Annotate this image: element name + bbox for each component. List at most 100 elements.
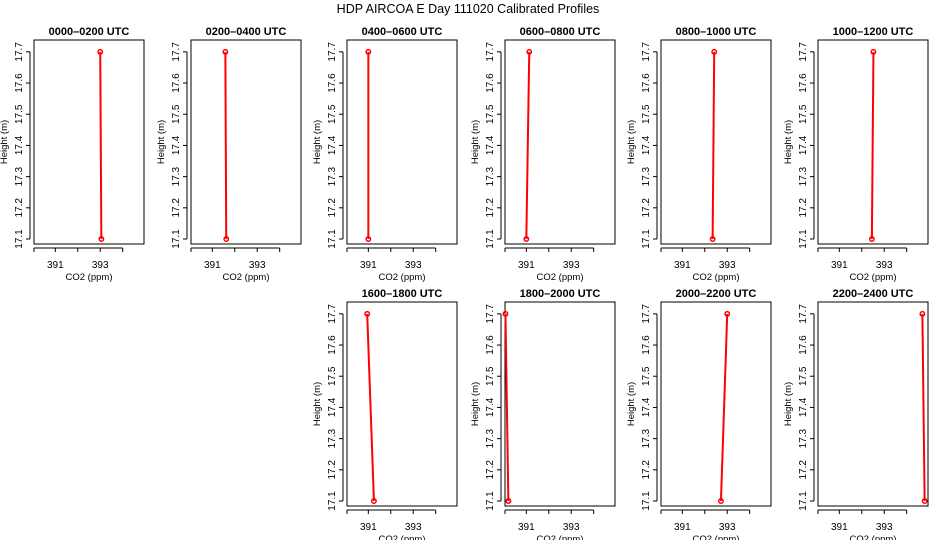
- y-tick-label: 17.4: [171, 135, 182, 155]
- y-tick-label: 17.5: [14, 104, 25, 124]
- y-tick-label: 17.6: [798, 73, 809, 93]
- profile-point: [709, 236, 716, 242]
- y-tick-label: 17.2: [327, 460, 338, 480]
- x-tick-label: 391: [518, 522, 535, 533]
- profile-point: [870, 48, 877, 55]
- profile-point: [502, 310, 509, 317]
- panel-title: 0400–0600 UTC: [362, 26, 443, 38]
- profile-point: [98, 236, 105, 242]
- y-tick-label: 17.6: [641, 335, 652, 355]
- y-tick-label: 17.1: [171, 229, 182, 249]
- y-tick-label: 17.2: [641, 460, 652, 480]
- x-tick-label: 393: [719, 260, 736, 271]
- profile-line: [921, 313, 926, 502]
- y-axis-label: Height (m): [783, 120, 794, 164]
- y-tick-label: 17.5: [327, 366, 338, 386]
- profile-point: [365, 236, 372, 242]
- y-tick-label: 17.6: [14, 73, 25, 93]
- panel-title: 0200–0400 UTC: [206, 26, 287, 38]
- x-axis-label: CO2 (ppm): [379, 534, 426, 540]
- y-tick-label: 17.1: [641, 229, 652, 249]
- x-axis-label: CO2 (ppm): [693, 534, 740, 540]
- plot-frame: [504, 39, 616, 245]
- y-tick-label: 17.5: [798, 104, 809, 124]
- y-tick-label: 17.6: [485, 73, 496, 93]
- profile-point: [919, 310, 926, 317]
- x-axis-label: CO2 (ppm): [850, 272, 897, 283]
- y-tick-label: 17.5: [171, 104, 182, 124]
- y-tick-label: 17.7: [485, 42, 496, 62]
- y-tick-label: 17.6: [327, 335, 338, 355]
- x-axis-label: CO2 (ppm): [693, 272, 740, 283]
- y-tick-label: 17.3: [641, 428, 652, 448]
- profile-point: [97, 48, 104, 55]
- x-tick-label: 393: [92, 260, 109, 271]
- y-tick-label: 17.1: [641, 491, 652, 511]
- y-tick-label: 17.7: [641, 42, 652, 62]
- y-tick-label: 17.2: [171, 198, 182, 218]
- x-tick-label: 391: [47, 260, 64, 271]
- panel-title: 0000–0200 UTC: [49, 26, 130, 38]
- plot-frame: [190, 39, 302, 245]
- profile-line: [719, 313, 729, 502]
- y-tick-label: 17.2: [798, 460, 809, 480]
- profile-point: [711, 48, 718, 55]
- y-tick-label: 17.7: [14, 42, 25, 62]
- plot-frame: [660, 39, 772, 245]
- y-tick-label: 17.5: [798, 366, 809, 386]
- x-tick-label: 391: [360, 522, 377, 533]
- y-tick-label: 17.4: [485, 397, 496, 417]
- profile-line: [870, 51, 875, 240]
- y-tick-label: 17.3: [641, 166, 652, 186]
- y-axis-label: Height (m): [0, 120, 10, 164]
- y-tick-label: 17.7: [171, 42, 182, 62]
- y-tick-label: 17.6: [485, 335, 496, 355]
- plot-frame: [660, 301, 772, 507]
- profile-point: [222, 48, 229, 55]
- y-tick-label: 17.4: [485, 135, 496, 155]
- y-axis-label: Height (m): [156, 120, 167, 164]
- profile-line: [99, 51, 103, 240]
- y-tick-label: 17.5: [485, 104, 496, 124]
- y-tick-label: 17.2: [485, 460, 496, 480]
- x-tick-label: 393: [719, 522, 736, 533]
- panel-title: 0600–0800 UTC: [520, 26, 601, 38]
- y-axis-label: Height (m): [626, 382, 637, 426]
- x-tick-label: 393: [876, 522, 893, 533]
- profile-point: [717, 498, 724, 504]
- y-tick-label: 17.5: [641, 366, 652, 386]
- y-tick-label: 17.3: [171, 166, 182, 186]
- y-tick-label: 17.1: [485, 229, 496, 249]
- x-tick-label: 393: [563, 522, 580, 533]
- x-tick-label: 391: [518, 260, 535, 271]
- x-tick-label: 391: [360, 260, 377, 271]
- y-tick-label: 17.6: [171, 73, 182, 93]
- profile-point: [365, 48, 372, 55]
- x-tick-label: 393: [876, 260, 893, 271]
- panel-title: 1600–1800 UTC: [362, 288, 443, 300]
- y-tick-label: 17.3: [14, 166, 25, 186]
- y-tick-label: 17.2: [485, 198, 496, 218]
- y-tick-label: 17.3: [485, 166, 496, 186]
- y-tick-label: 17.1: [327, 491, 338, 511]
- y-tick-label: 17.7: [798, 304, 809, 324]
- x-axis-label: CO2 (ppm): [850, 534, 897, 540]
- y-tick-label: 17.2: [798, 198, 809, 218]
- y-tick-label: 17.7: [485, 304, 496, 324]
- y-tick-label: 17.4: [641, 397, 652, 417]
- profile-line: [224, 51, 228, 240]
- y-tick-label: 17.4: [327, 397, 338, 417]
- profile-line: [525, 51, 531, 240]
- y-axis-label: Height (m): [783, 382, 794, 426]
- x-tick-label: 393: [563, 260, 580, 271]
- y-tick-label: 17.6: [327, 73, 338, 93]
- y-tick-label: 17.7: [327, 42, 338, 62]
- y-tick-label: 17.6: [641, 73, 652, 93]
- panel-title: 2000–2200 UTC: [676, 288, 757, 300]
- y-axis-label: Height (m): [312, 382, 323, 426]
